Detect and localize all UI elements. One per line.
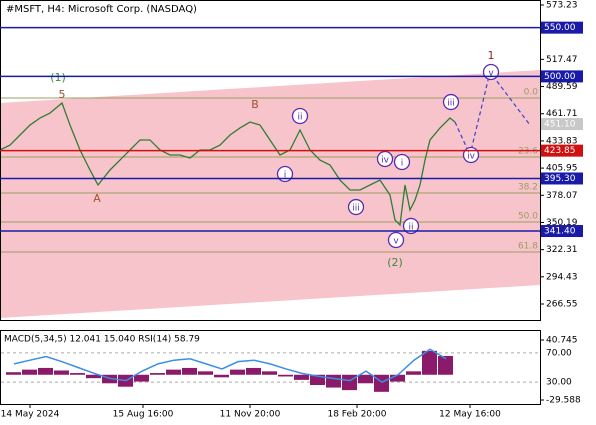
wave-circle xyxy=(291,107,309,125)
wave-circle xyxy=(387,231,405,249)
macd-bar xyxy=(294,374,309,380)
wave-label: 1 xyxy=(488,49,495,62)
y-tick-label: 573.23 xyxy=(546,1,578,11)
macd-bar xyxy=(262,371,277,375)
wave-label: ii xyxy=(297,112,302,122)
main-frame xyxy=(0,0,541,321)
wave-label: iv xyxy=(467,151,476,161)
macd-bar xyxy=(246,367,261,375)
wave-label: iv xyxy=(381,155,390,165)
sub-frame xyxy=(0,330,541,405)
macd-bar xyxy=(230,369,245,375)
fib-label: 0.0 xyxy=(524,87,539,97)
wave-circle xyxy=(442,93,460,111)
wave-circle xyxy=(402,217,420,235)
macd-bar xyxy=(406,371,421,375)
macd-bar xyxy=(310,374,325,385)
macd-bar xyxy=(134,374,149,382)
macd-bar xyxy=(38,367,53,375)
chart-title: #MSFT, H4: Microsoft Corp. (NASDAQ) xyxy=(6,4,197,15)
level-label: 395.30 xyxy=(544,174,576,184)
y-tick-label: 433.83 xyxy=(546,136,578,146)
macd-bar xyxy=(70,373,85,375)
macd-bar xyxy=(6,372,21,375)
y-tick-label: 266.55 xyxy=(546,300,578,310)
price-line xyxy=(0,101,456,227)
y-tick-label: 378.07 xyxy=(546,191,578,201)
y-tick-label: 517.47 xyxy=(546,55,578,65)
y-tick-label: 461.71 xyxy=(546,109,578,119)
level-box xyxy=(541,70,583,83)
y-tick-label: 405.95 xyxy=(546,164,578,174)
level-label: 423.85 xyxy=(544,146,576,156)
level-box xyxy=(541,225,583,238)
level-label: 550.00 xyxy=(544,23,576,33)
wave-label: i xyxy=(401,158,404,168)
macd-bar xyxy=(390,374,405,382)
rsi-tick-label: 30.00 xyxy=(546,378,572,388)
wave-circle xyxy=(376,150,394,168)
wave-label: iii xyxy=(447,99,455,109)
fib-label: 38.2 xyxy=(518,183,538,193)
x-tick-label: 11 Nov 20:00 xyxy=(220,410,281,420)
level-label: 341.40 xyxy=(544,227,576,237)
macd-bar xyxy=(422,350,437,375)
macd-bar xyxy=(326,374,341,388)
y-tick-label: 322.31 xyxy=(546,245,578,255)
macd-bar xyxy=(278,374,293,377)
macd-bar xyxy=(54,370,69,375)
wave-circle xyxy=(347,198,365,216)
fib-label: 61.8 xyxy=(518,241,538,251)
wave-label: 5 xyxy=(59,88,66,101)
level-box xyxy=(541,172,583,185)
macd-bar xyxy=(358,374,373,384)
rsi-line xyxy=(13,348,447,383)
macd-bar xyxy=(22,369,37,375)
macd-bar xyxy=(182,367,197,375)
channel xyxy=(0,69,540,318)
macd-tick-label: 40.745 xyxy=(546,336,578,346)
price-box xyxy=(541,118,583,131)
x-tick-label: 15 Aug 16:00 xyxy=(113,410,174,420)
indicator-label: MACD(5,34,5) 12.041 15.040 RSI(14) 58.79 xyxy=(4,335,200,345)
wave-label: v xyxy=(488,69,494,79)
macd-bar xyxy=(166,369,181,375)
x-tick-label: 18 Feb 20:00 xyxy=(327,410,386,420)
fib-label: 50.0 xyxy=(518,211,538,221)
wave-label: i xyxy=(284,170,287,180)
level-box xyxy=(541,21,583,34)
macd-bar xyxy=(198,371,213,375)
wave-label: (1) xyxy=(50,71,66,84)
wave-circle xyxy=(393,153,411,171)
level-label: 500.00 xyxy=(544,72,576,82)
x-tick-label: 12 May 16:00 xyxy=(439,410,501,420)
wave-label: (2) xyxy=(387,256,403,269)
y-tick-label: 294.43 xyxy=(546,272,578,282)
rsi-tick-label: 70.00 xyxy=(546,348,572,358)
macd-tick-label: -29.588 xyxy=(546,396,581,406)
level-box xyxy=(541,144,583,157)
x-tick-label: 14 May 2024 xyxy=(1,410,60,420)
wave-label: B xyxy=(251,98,259,111)
wave-label: A xyxy=(93,192,101,205)
wave-label: iii xyxy=(352,204,360,214)
wave-label: ii xyxy=(408,222,413,232)
macd-bar xyxy=(150,373,165,375)
price-label: 451.10 xyxy=(544,120,576,130)
y-tick-label: 350.19 xyxy=(546,218,578,228)
fib-label: 23.6 xyxy=(518,147,538,157)
macd-bar xyxy=(438,355,453,375)
y-tick-label: 489.59 xyxy=(546,82,578,92)
macd-bar xyxy=(214,374,229,378)
macd-bar xyxy=(86,374,101,379)
forecast-line xyxy=(454,70,531,157)
wave-label: v xyxy=(393,236,399,246)
